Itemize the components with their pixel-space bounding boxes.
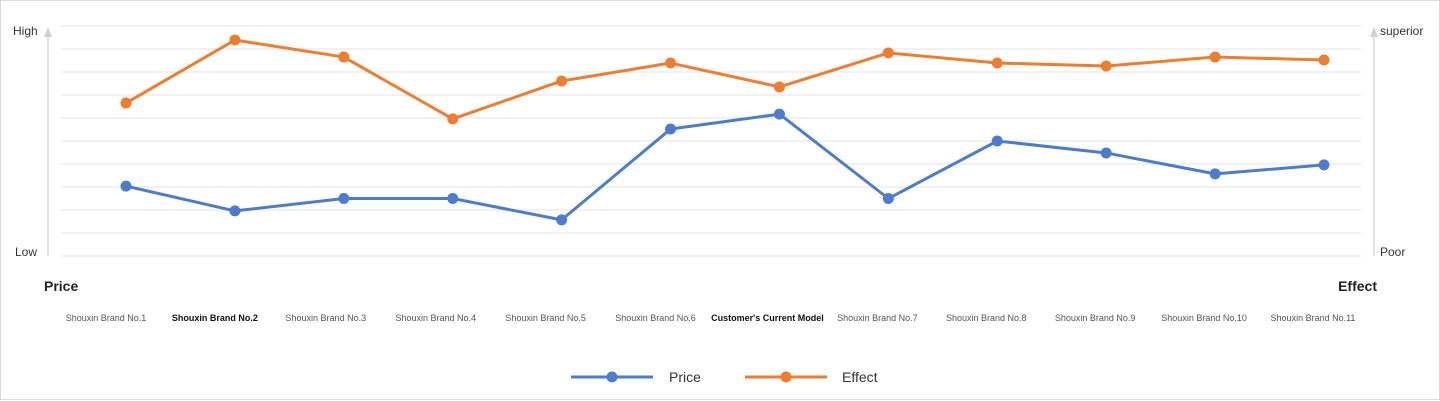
x-tick-label: Shouxin Brand No.8 — [946, 313, 1027, 323]
data-point-price — [120, 180, 132, 192]
data-point-price — [1318, 159, 1330, 171]
data-point-price — [991, 135, 1003, 147]
left-axis-top-label: High — [13, 24, 38, 38]
x-tick-label: Shouxin Brand No.2 — [172, 313, 258, 323]
legend-marker-effect — [780, 371, 792, 383]
gridlines — [61, 25, 1361, 257]
data-point-price — [447, 193, 459, 204]
data-point-effect — [1318, 54, 1330, 66]
series-line-effect — [124, 38, 1326, 121]
x-tick-label: Shouxin Brand No.9 — [1055, 313, 1136, 323]
x-tick-label: Shouxin Brand No.5 — [505, 313, 586, 323]
data-point-effect — [120, 97, 132, 109]
data-point-price — [556, 214, 568, 226]
legend-label-effect: Effect — [842, 369, 878, 385]
data-point-price — [665, 123, 677, 135]
data-point-effect — [338, 51, 350, 63]
x-axis-tick-labels: Shouxin Brand No.1 Shouxin Brand No.2 Shou… — [66, 313, 1356, 323]
left-axis-title: Price — [44, 278, 78, 294]
data-point-effect — [556, 75, 568, 87]
data-point-price — [773, 108, 785, 120]
legend-label-price: Price — [669, 369, 701, 385]
data-point-effect — [447, 113, 459, 125]
x-tick-label: Shouxin Brand No.6 — [615, 313, 696, 323]
x-tick-label: Shouxin Brand No.11 — [1271, 313, 1356, 323]
right-axis-top-label: superior — [1380, 24, 1423, 38]
left-axis-bottom-label: Low — [15, 245, 37, 259]
x-tick-label: Shouxin Brand No.3 — [286, 313, 367, 323]
legend: Price Effect — [571, 369, 878, 385]
data-point-price — [1100, 147, 1112, 159]
data-point-effect — [882, 47, 894, 59]
data-point-price — [338, 193, 350, 204]
x-tick-label: Shouxin Brand No.7 — [837, 313, 918, 323]
series-line-price — [124, 112, 1326, 222]
legend-marker-price — [606, 371, 618, 383]
x-tick-label: Shouxin Brand No.4 — [395, 313, 476, 323]
data-point-effect — [1209, 51, 1221, 63]
right-axis-arrow-icon — [1370, 27, 1378, 37]
data-point-effect — [773, 81, 785, 93]
right-axis-bottom-label: Poor — [1380, 245, 1405, 259]
x-tick-label: Shouxin Brand No.1 — [66, 313, 147, 323]
data-point-price — [882, 193, 894, 204]
left-axis-arrow-icon — [44, 27, 52, 37]
right-axis-title: Effect — [1338, 278, 1377, 294]
series-group — [120, 34, 1330, 226]
data-point-effect — [1100, 60, 1112, 72]
data-point-price — [1209, 168, 1221, 180]
data-point-effect — [665, 57, 677, 69]
data-point-effect — [229, 34, 241, 46]
data-point-price — [229, 205, 241, 217]
x-tick-label: Shouxin Brand No.10 — [1161, 313, 1247, 323]
x-tick-label: Customer's Current Model — [711, 313, 824, 323]
data-point-effect — [991, 57, 1003, 69]
